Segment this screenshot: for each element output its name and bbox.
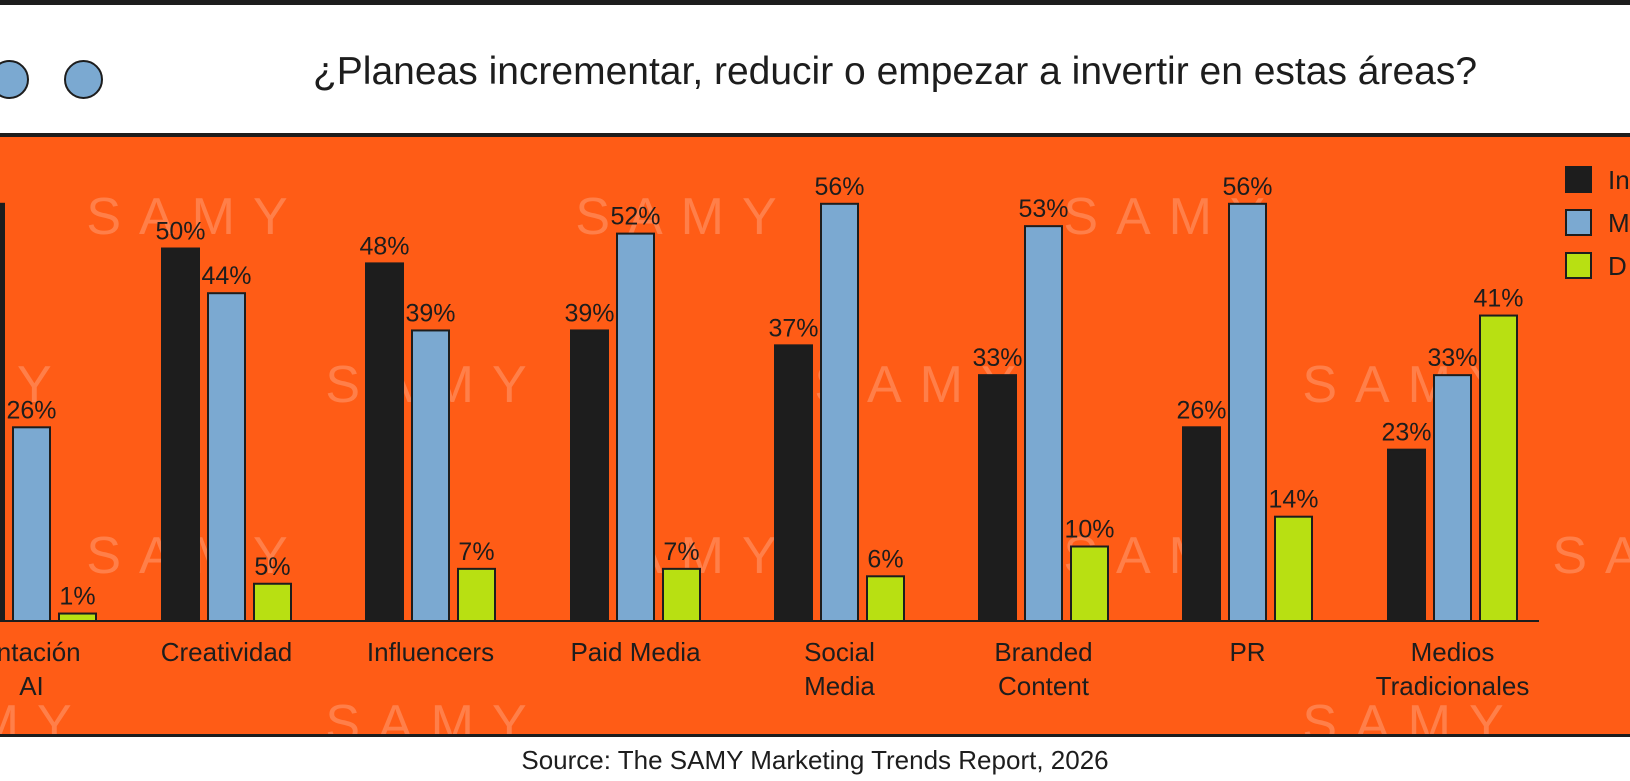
category-label: Influencers [367,637,494,667]
bar-d [1070,545,1109,622]
bar-m [820,202,859,623]
bar-d [866,575,905,622]
data-label: 33% [1427,344,1477,372]
data-label: 37% [768,314,818,342]
data-label: 50% [155,218,205,246]
bar-m [207,292,246,622]
data-label: 33% [972,344,1022,372]
data-label: 5% [254,553,290,581]
category-label: Medios [1411,637,1495,667]
watermark: SAMY [0,356,70,414]
bar-in [1182,426,1221,622]
legend-label: D [1608,251,1627,281]
category-label: Media [804,671,875,701]
category-label: Content [998,671,1090,701]
category-label: Branded [994,637,1092,667]
bar-in [978,374,1017,622]
bar-in [365,262,404,623]
category-label: Tradicionales [1376,671,1530,701]
bar-chart: SAMYSAMYSAMYSAMYSAMYSAMYSAMYSAMYSAMYSAMY… [0,165,1630,737]
bar-d [253,582,292,622]
bar-m [12,426,51,622]
bar-m [1024,225,1063,623]
category-label: Creatividad [161,637,293,667]
data-label: 7% [663,538,699,566]
data-label: 56% [1222,173,1272,201]
bar-m [1228,202,1267,623]
legend-swatch [1565,209,1592,236]
legend-label: In [1608,165,1630,195]
watermark: SAMY [575,188,794,246]
data-label: 52% [610,203,660,231]
data-label: 14% [1268,486,1318,514]
data-label: 39% [405,299,455,327]
data-label: 41% [1473,285,1523,313]
data-label: 23% [1381,419,1431,447]
bar-in [570,329,609,622]
category-label: entación [0,637,81,667]
category-label: PR [1229,637,1265,667]
legend-swatch [1565,252,1592,279]
top-rule [0,0,1630,5]
circle-icon [64,60,103,99]
bar-in [161,247,200,622]
bar-m [1433,374,1472,622]
watermark: SAMY [325,695,544,737]
bar-in [1387,448,1426,622]
bar-in [774,344,813,622]
data-label: 56% [814,173,864,201]
data-label: 7% [458,538,494,566]
source-note: Source: The SAMY Marketing Trends Report… [521,745,1109,775]
category-label: AI [19,671,44,701]
bar-d [457,567,496,623]
header: ¿Planeas incrementar, reducir o empezar … [0,5,1630,133]
watermark: SAMY [86,188,305,246]
bar-m [411,329,450,622]
data-label: 1% [59,583,95,611]
legend-label: M [1608,208,1630,238]
legend-swatch [1565,166,1592,193]
bar-d [58,612,97,622]
data-label: 39% [564,299,614,327]
data-label: 48% [359,232,409,260]
category-label: Paid Media [570,637,701,667]
watermark: SAMY [1552,527,1630,585]
data-label: 6% [867,545,903,573]
bar-m [616,232,655,622]
chart-title: ¿Planeas incrementar, reducir o empezar … [312,50,1478,93]
data-label: 26% [6,396,56,424]
category-label: Social [804,637,875,667]
bar-d [1479,314,1518,623]
data-label: 26% [1176,396,1226,424]
bar-d [662,567,701,623]
bar-in [0,202,5,623]
data-label: 44% [201,262,251,290]
bar-d [1274,515,1313,623]
data-label: 53% [1018,195,1068,223]
watermark: SAMY [0,695,90,737]
chart-panel: SAMYSAMYSAMYSAMYSAMYSAMYSAMYSAMYSAMYSAMY… [0,133,1630,737]
watermark: SAMY [1302,695,1521,737]
data-label: 10% [1064,516,1114,544]
